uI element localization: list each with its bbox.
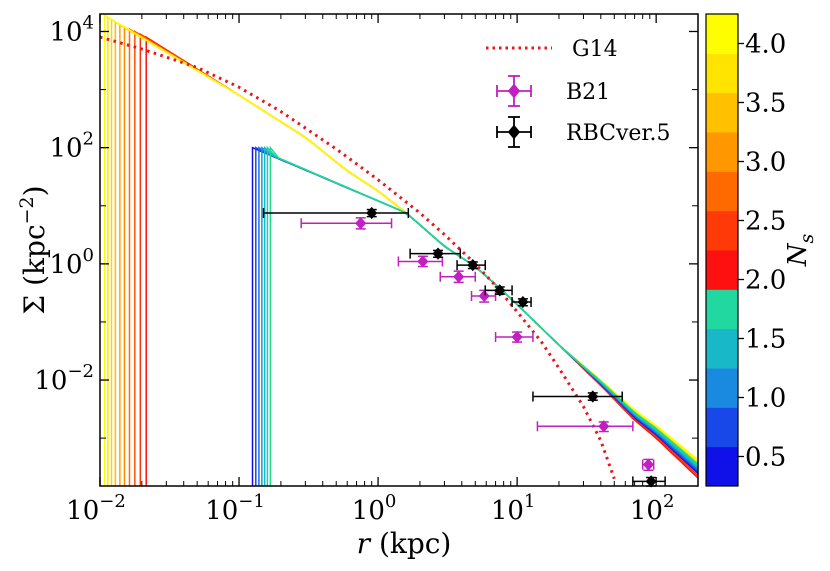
b21-point-2: [439, 270, 477, 284]
b21-point-4: [494, 330, 534, 344]
b21-point-5: [536, 420, 634, 433]
legend-rbc-swatch: [496, 116, 532, 148]
colorbar-segment-1: [706, 407, 738, 448]
x-axis-ticks: 10−2 10−1 100 101 102: [66, 14, 699, 526]
colorbar: 0.5 1.0 1.5 2.0 2.5 3.0 3.5 4.0 Ns: [705, 13, 818, 487]
colorbar-tick-label-2: 1.5: [745, 325, 786, 355]
colorbar-segment-4: [706, 289, 738, 330]
legend-rbc-label: RBCver.5: [566, 121, 671, 146]
plot-area: 10−2 10−1 100 101 102 10−2 100 102 104: [34, 12, 699, 526]
rbc-point-1: [409, 247, 462, 260]
x-tick-label-4: 102: [630, 491, 675, 526]
colorbar-tick-label-1: 1.0: [745, 384, 786, 414]
colorbar-label: Ns: [783, 234, 818, 268]
model-curve-inner-4: [263, 145, 698, 486]
colorbar-segment-3: [706, 328, 738, 369]
colorbar-segments: [706, 14, 738, 487]
y-axis-title-close: ): [18, 185, 51, 196]
colorbar-segment-5: [706, 250, 738, 290]
y-axis-title-exp: −2: [16, 196, 38, 224]
y-axis-title-unit: (kpc: [18, 224, 51, 286]
model-curve-inner-0: [251, 146, 698, 486]
g14-line: [100, 35, 616, 480]
b21-point-1: [397, 255, 444, 268]
model-curve-inner-6: [269, 145, 698, 486]
colorbar-segment-9: [706, 92, 738, 133]
colorbar-tick-label-4: 2.5: [745, 207, 786, 237]
model-curve-outer-3: [128, 27, 698, 486]
x-tick-label-0: 10−2: [66, 491, 126, 526]
x-tick-label-3: 101: [491, 491, 536, 526]
rbc-point-0: [262, 206, 410, 220]
b21-point-6: [641, 458, 655, 472]
plot-frame: [99, 13, 699, 487]
colorbar-frame: [705, 13, 739, 487]
colorbar-tick-label-6: 3.5: [745, 89, 786, 119]
model-curve-outer-4: [123, 25, 698, 486]
rbc-point-2: [456, 259, 486, 272]
colorbar-segment-2: [706, 368, 738, 408]
b21-points: [300, 217, 655, 472]
b21-point-0: [300, 217, 393, 230]
colorbar-ticks: 0.5 1.0 1.5 2.0 2.5 3.0 3.5 4.0: [738, 30, 786, 473]
rbc-point-5: [532, 390, 623, 403]
y-axis-title-var: Σ: [18, 295, 51, 315]
colorbar-segment-11: [706, 14, 738, 54]
model-curve-inner-2: [258, 146, 698, 486]
rbc-point-6: [632, 475, 666, 488]
x-axis-title-unit: (kpc): [379, 527, 451, 560]
g14-curve: [100, 35, 616, 480]
colorbar-label-sub: s: [796, 234, 818, 244]
model-curve-inner-1: [255, 146, 698, 486]
y-axis-title: Σ (kpc−2): [16, 185, 51, 314]
y-tick-label-0: 10−2: [34, 361, 94, 396]
colorbar-tick-label-0: 0.5: [745, 443, 786, 473]
model-curve-outer-5: [119, 23, 698, 486]
x-tick-label-1: 10−1: [205, 491, 265, 526]
y-tick-label-2: 102: [49, 129, 94, 164]
x-axis-title-var: r: [357, 527, 372, 560]
legend-b21-swatch: [496, 75, 532, 107]
rbc-point-4: [511, 295, 532, 309]
colorbar-segment-8: [706, 132, 738, 172]
model-curve-inner-3: [261, 146, 698, 486]
colorbar-segment-6: [706, 210, 738, 251]
model-curve-inner-5: [266, 145, 698, 486]
y-tick-label-1: 100: [49, 245, 94, 280]
rbc-point-3: [484, 284, 513, 297]
x-axis-title: r (kpc): [357, 527, 452, 560]
b21-point-3: [470, 289, 497, 303]
model-curve-outer-9: [103, 14, 698, 486]
legend: G14 B21 RBCver.5: [486, 37, 671, 148]
colorbar-segment-7: [706, 171, 738, 212]
legend-g14-label: G14: [572, 37, 618, 62]
colorbar-segment-0: [706, 446, 738, 487]
colorbar-tick-label-5: 3.0: [745, 148, 786, 178]
colorbar-tick-label-3: 2.0: [745, 266, 786, 296]
legend-b21-label: B21: [566, 80, 610, 105]
model-curve-outer-2: [134, 30, 698, 486]
rbc-points: [262, 206, 666, 488]
y-tick-label-3: 104: [49, 12, 94, 47]
colorbar-segment-10: [706, 53, 738, 94]
x-tick-label-2: 100: [352, 491, 397, 526]
colorbar-label-var: N: [783, 242, 813, 267]
model-curve-outer-6: [114, 20, 698, 486]
colorbar-tick-label-7: 4.0: [745, 30, 786, 60]
y-axis-ticks: 10−2 100 102 104: [34, 12, 698, 439]
